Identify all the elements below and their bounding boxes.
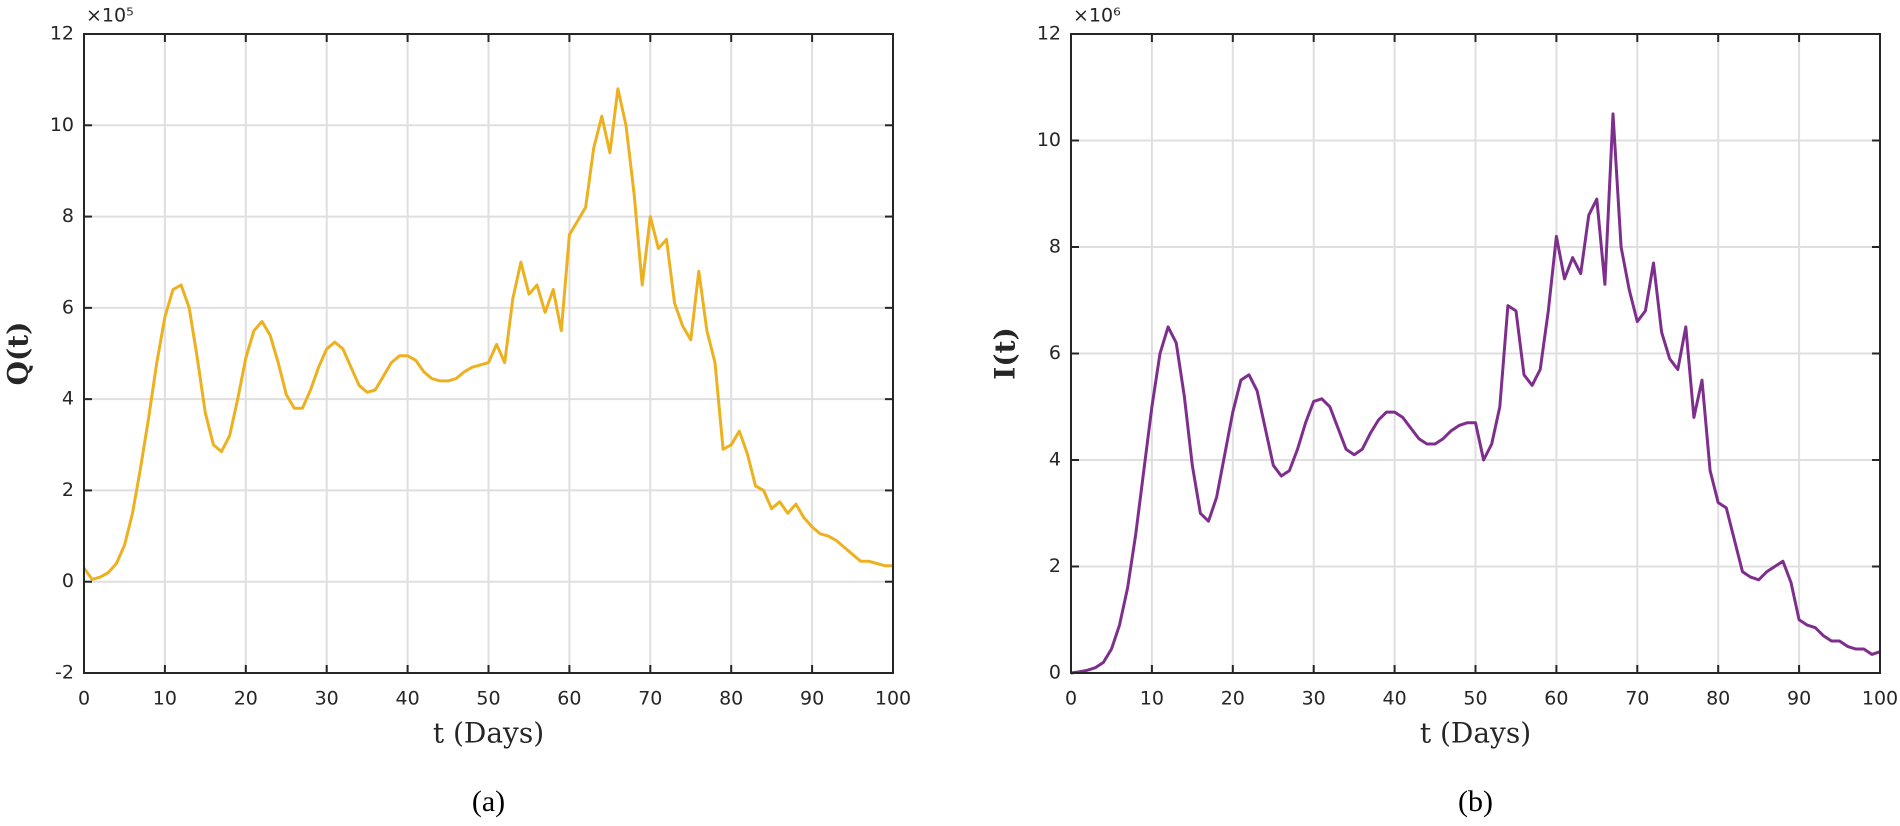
caption: (a) <box>472 785 505 818</box>
x-tick-label: 10 <box>1140 688 1164 710</box>
y-tick-label: 10 <box>1037 129 1061 151</box>
x-tick-label: 30 <box>315 688 339 710</box>
y-tick-label: 12 <box>50 23 74 45</box>
x-tick-label: 100 <box>1862 688 1898 710</box>
y-tick-label: 10 <box>50 114 74 136</box>
x-tick-label: 40 <box>1383 688 1407 710</box>
y-tick-label: 8 <box>1049 236 1061 258</box>
x-tick-label: 90 <box>800 688 824 710</box>
x-tick-label: 100 <box>875 688 911 710</box>
x-axis-label: t (Days) <box>1420 717 1531 750</box>
y-tick-label: 4 <box>62 388 74 410</box>
x-tick-label: 70 <box>1625 688 1649 710</box>
x-axis-label: t (Days) <box>433 717 544 750</box>
y-tick-label: 2 <box>62 479 74 501</box>
data-line <box>82 87 893 581</box>
y-tick-label: 12 <box>1037 23 1061 45</box>
x-tick-label: 60 <box>557 688 581 710</box>
x-tick-label: 30 <box>1302 688 1326 710</box>
y-tick-label: 0 <box>62 570 74 592</box>
x-tick-label: 50 <box>1463 688 1487 710</box>
caption: (b) <box>1458 785 1493 818</box>
y-axis-label: I(t) <box>989 327 1022 380</box>
x-tick-label: 80 <box>1706 688 1730 710</box>
y-tick-label: 4 <box>1049 449 1061 471</box>
x-tick-label: 50 <box>476 688 500 710</box>
y-multiplier: ×10⁵ <box>86 5 134 27</box>
y-tick-label: 2 <box>1049 555 1061 577</box>
x-tick-label: 40 <box>396 688 420 710</box>
y-tick-label: 8 <box>62 205 74 227</box>
x-tick-label: 20 <box>1221 688 1245 710</box>
y-tick-label: 0 <box>1049 662 1061 684</box>
x-tick-label: 20 <box>234 688 258 710</box>
x-tick-label: 60 <box>1544 688 1568 710</box>
axes-box <box>83 33 894 674</box>
y-tick-label: 6 <box>62 296 74 318</box>
x-tick-label: 70 <box>638 688 662 710</box>
x-tick-label: 0 <box>1065 688 1077 710</box>
data-line <box>1070 112 1881 675</box>
x-tick-label: 10 <box>153 688 177 710</box>
axes-box <box>1070 33 1881 674</box>
y-multiplier: ×10⁶ <box>1073 5 1121 27</box>
x-tick-label: 0 <box>78 688 90 710</box>
x-tick-label: 80 <box>719 688 743 710</box>
x-tick-label: 90 <box>1787 688 1811 710</box>
y-tick-label: 6 <box>1049 342 1061 364</box>
y-tick-label: -2 <box>55 662 74 684</box>
y-axis-label: Q(t) <box>2 322 35 386</box>
